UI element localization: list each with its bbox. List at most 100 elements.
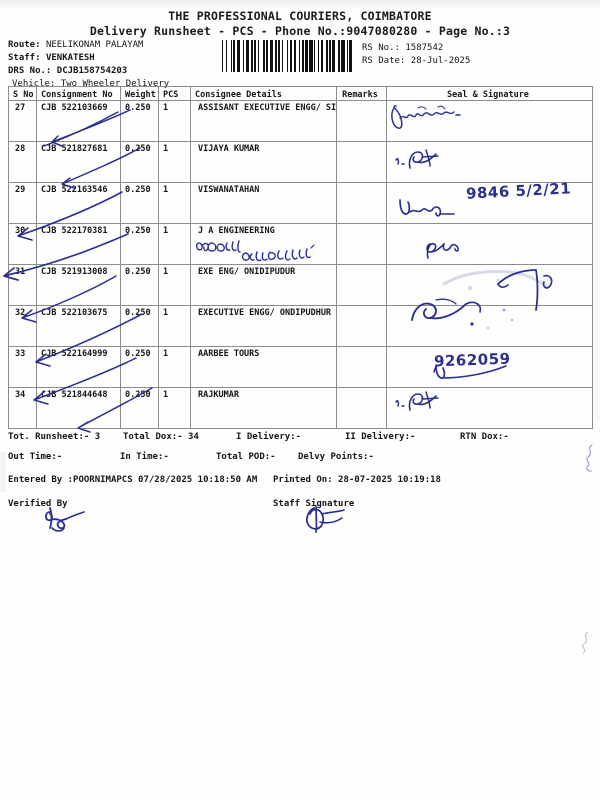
scan-edge-tint <box>0 0 600 10</box>
col-header-consignee-details: Consignee Details <box>190 86 337 101</box>
row-cell-seal-signature <box>386 182 593 224</box>
row-cell-consignment-no: CJB 521844648 <box>36 387 121 429</box>
row-cell-remarks <box>336 387 387 429</box>
row-cell-consignment-no: CJB 521827681 <box>36 141 121 183</box>
row-cell-remarks <box>336 346 387 388</box>
footer-summary: Tot. Runsheet:- 3 Total Dox:- 34 I Deliv… <box>8 432 592 523</box>
row-cell-consignment-no: CJB 522163546 <box>36 182 121 224</box>
row-cell-seal-signature <box>386 387 593 429</box>
row-cell-s-no: 30 <box>8 223 37 265</box>
tot-runsheet: Tot. Runsheet:- 3 <box>8 432 101 442</box>
col-header-consignment-no: Consignment No <box>36 86 121 101</box>
table-row: 29 CJB 522163546 0.250 1 VISWANATAHAN <box>8 182 593 224</box>
row-cell-remarks <box>336 182 387 224</box>
out-time: Out Time:- <box>8 452 63 462</box>
row-cell-consignment-no: CJB 522164999 <box>36 346 121 388</box>
header-meta-right: RS No.: 1587542 RS Date: 28-Jul-2025 <box>362 42 470 68</box>
row-cell-weight: 0.250 <box>120 182 159 224</box>
table-row: 27 CJB 522103669 0.250 1 ASSISANT EXECUTIVE … <box>8 100 593 142</box>
row-cell-seal-signature <box>386 223 593 265</box>
rtn-dox: RTN Dox:- <box>460 432 509 442</box>
row-cell-consignee-details: VIJAYA KUMAR <box>190 141 337 183</box>
row-cell-seal-signature <box>386 346 593 388</box>
row-cell-s-no: 29 <box>8 182 37 224</box>
table-body: 27 CJB 522103669 0.250 1 ASSISANT EXECUTIVE … <box>8 100 593 429</box>
staff-signature-label: Staff Signature <box>273 499 355 509</box>
vehicle-value: Two Wheeler Delivery <box>60 79 170 89</box>
ii-delivery: II Delivery:- <box>345 432 416 442</box>
row-cell-consignment-no: CJB 522103669 <box>36 100 121 142</box>
scan-smudge-1 <box>0 452 6 492</box>
row-cell-seal-signature <box>386 305 593 347</box>
row-cell-consignee-details: VISWANATAHAN <box>190 182 337 224</box>
row-cell-pcs: 1 <box>158 264 191 306</box>
row-cell-s-no: 28 <box>8 141 37 183</box>
route-value: NEELIKONAM PALAYAM <box>45 40 144 50</box>
row-cell-weight: 0.250 <box>120 346 159 388</box>
summary-row-1: Tot. Runsheet:- 3 Total Dox:- 34 I Deliv… <box>8 432 592 452</box>
runsheet-table: S No Consignment No Weight PCS Consignee… <box>8 86 593 429</box>
drs-value: DCJB158754203 <box>56 66 128 76</box>
scan-smudge-2 <box>594 120 600 420</box>
row-cell-consignment-no: CJB 522170381 <box>36 223 121 265</box>
row-cell-consignee-details: EXECUTIVE ENGG/ ONDIPUDHUR <box>190 305 337 347</box>
row-cell-pcs: 1 <box>158 141 191 183</box>
summary-row-4: Verified By Staff Signature <box>8 499 592 523</box>
staff-label: Staff: <box>8 53 41 63</box>
row-cell-s-no: 33 <box>8 346 37 388</box>
table-row: 30 CJB 522170381 0.250 1 J A ENGINEERING <box>8 223 593 265</box>
col-header-remarks: Remarks <box>336 86 387 101</box>
col-header-weight: Weight <box>120 86 159 101</box>
row-cell-seal-signature <box>386 100 593 142</box>
document-subtitle: Delivery Runsheet - PCS - Phone No.:9047… <box>89 24 511 38</box>
row-cell-seal-signature <box>386 264 593 306</box>
row-cell-weight: 0.250 <box>120 223 159 265</box>
row-cell-consignment-no: CJB 521913008 <box>36 264 121 306</box>
row-cell-consignee-details: EXE ENG/ ONIDIPUDUR <box>190 264 337 306</box>
row-cell-s-no: 27 <box>8 100 37 142</box>
in-time: In Time:- <box>120 452 169 462</box>
row-cell-seal-signature <box>386 141 593 183</box>
col-header-pcs: PCS <box>158 86 191 101</box>
row-cell-weight: 0.250 <box>120 141 159 183</box>
row-cell-remarks <box>336 223 387 265</box>
row-cell-pcs: 1 <box>158 223 191 265</box>
row-cell-s-no: 32 <box>8 305 37 347</box>
staff-value: VENKATESH <box>45 53 95 63</box>
row-cell-weight: 0.250 <box>120 387 159 429</box>
header-meta-left: Route: NEELIKONAM PALAYAM Staff: VENKATE… <box>8 39 169 91</box>
route-label: Route: <box>8 40 41 50</box>
delvy-points: Delvy Points:- <box>298 452 374 462</box>
table-row: 33 CJB 522164999 0.250 1 AARBEE TOURS <box>8 346 593 388</box>
rs-no-label: RS No.: <box>362 43 400 53</box>
rs-date-label: RS Date: <box>362 56 406 66</box>
row-cell-consignment-no: CJB 522103675 <box>36 305 121 347</box>
row-cell-pcs: 1 <box>158 346 191 388</box>
verified-by-label: Verified By <box>8 499 68 509</box>
row-cell-remarks <box>336 141 387 183</box>
row-cell-pcs: 1 <box>158 387 191 429</box>
entered-by: Entered By :POORNIMAPCS 07/28/2025 10:18… <box>8 475 258 485</box>
row-cell-s-no: 31 <box>8 264 37 306</box>
rs-no-value: 1587542 <box>405 43 444 53</box>
table-row: 34 CJB 521844648 0.250 1 RAJKUMAR <box>8 387 593 429</box>
table-row: 32 CJB 522103675 0.250 1 EXECUTIVE ENGG/ OND… <box>8 305 593 347</box>
col-header-seal-signature: Seal & Signature <box>386 86 593 101</box>
row-cell-consignee-details: ASSISANT EXECUTIVE ENGG/ SINGA <box>190 100 337 142</box>
company-title: THE PROFESSIONAL COURIERS, COIMBATORE <box>168 9 432 23</box>
barcode <box>222 40 352 72</box>
row-cell-pcs: 1 <box>158 100 191 142</box>
col-header-s-no: S No <box>8 86 37 101</box>
summary-row-2: Out Time:- In Time:- Total POD:- Delvy P… <box>8 452 592 475</box>
row-cell-remarks <box>336 264 387 306</box>
table-row: 31 CJB 521913008 0.250 1 EXE ENG/ ONIDIPUDUR <box>8 264 593 306</box>
row-cell-s-no: 34 <box>8 387 37 429</box>
row-cell-weight: 0.250 <box>120 264 159 306</box>
total-pod: Total POD:- <box>216 452 276 462</box>
i-delivery: I Delivery:- <box>236 432 302 442</box>
row-cell-pcs: 1 <box>158 305 191 347</box>
row-cell-remarks <box>336 100 387 142</box>
printed-on: Printed On: 28-07-2025 10:19:18 <box>273 475 441 485</box>
vehicle-label: Vehicle: <box>12 79 56 89</box>
